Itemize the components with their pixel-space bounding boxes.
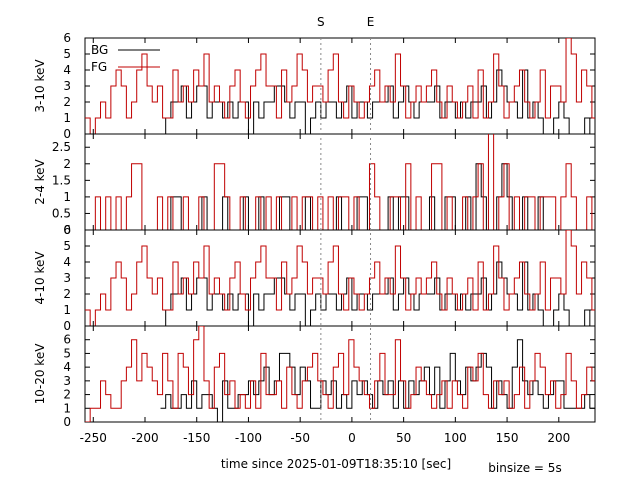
y-axis-label: 3-10 keV	[33, 59, 47, 113]
y-tick-label: 2.5	[52, 140, 71, 154]
panel-1: 0 1 2 3 4 5 6 3-10 keV	[33, 31, 596, 141]
y-tick-label: 5	[63, 47, 71, 61]
y-tick-label: 0	[63, 223, 71, 237]
panel-frame	[84, 325, 596, 423]
series-bg-line	[160, 261, 595, 326]
y-tick-label: 3	[63, 79, 71, 93]
y-tick-label: 2	[63, 95, 71, 109]
x-tick-label: 0	[348, 431, 356, 445]
y-tick-label: 1	[63, 190, 71, 204]
y-tick-label: 1	[63, 111, 71, 125]
y-tick-label: 2	[63, 388, 71, 402]
y-tick-label: 4	[63, 360, 71, 374]
y-tick-label: 2	[63, 157, 71, 171]
x-tick-label: 200	[547, 431, 570, 445]
y-tick-label: 6	[63, 31, 71, 45]
y-tick-label: 0	[63, 415, 71, 429]
legend: BG FG	[91, 43, 160, 74]
y-tick-label: 4	[63, 63, 71, 77]
y-tick-label: 6	[63, 223, 71, 237]
x-tick-label: -250	[80, 431, 107, 445]
marker-label-e: E	[367, 15, 375, 29]
y-tick-label: 0.5	[52, 206, 71, 220]
x-axis-label: time since 2025-01-09T18:35:10 [sec]	[221, 457, 451, 471]
series-fg-line	[85, 230, 595, 326]
y-axis-label: 4-10 keV	[33, 251, 47, 305]
x-tick-label: -50	[290, 431, 310, 445]
series-bg-line	[160, 339, 595, 422]
marker-label-s: S	[317, 15, 325, 29]
y-tick-label: 6	[63, 333, 71, 347]
y-tick-label: 1	[63, 303, 71, 317]
y-tick-label: 2	[63, 287, 71, 301]
y-axis-label: 2-4 keV	[33, 158, 47, 204]
x-tick-label: -100	[235, 431, 262, 445]
legend-label-fg: FG	[91, 60, 107, 74]
y-tick-label: 1	[63, 401, 71, 415]
y-tick-label: 3	[63, 374, 71, 388]
y-tick-label: 0	[63, 319, 71, 333]
series-fg-line	[85, 326, 595, 422]
y-tick-label: 5	[63, 346, 71, 360]
y-tick-label: 3	[63, 271, 71, 285]
y-tick-label: 5	[63, 239, 71, 253]
x-axis: -250 -200 -150 -100 -50 0 50 100 150 200	[80, 38, 570, 445]
panel-frame	[84, 133, 596, 231]
x-tick-label: 50	[396, 431, 411, 445]
y-axis-label: 10-20 keV	[33, 343, 47, 405]
panel-2: 0 0.5 1 1.5 2 2.5 2-4 keV	[33, 133, 596, 237]
x-tick-label: 150	[496, 431, 519, 445]
y-tick-label: 4	[63, 255, 71, 269]
series-fg-line	[85, 38, 595, 134]
x-tick-label: -200	[131, 431, 158, 445]
y-tick-label: 1.5	[52, 173, 71, 187]
legend-label-bg: BG	[91, 43, 108, 57]
y-tick-label: 0	[63, 127, 71, 141]
panel-3: 0 1 2 3 4 5 6 4-10 keV	[33, 223, 596, 333]
binsize-label: binsize = 5s	[488, 461, 561, 475]
series-fg-line	[85, 134, 595, 230]
series-bg-line	[160, 163, 595, 230]
series-bg-line	[160, 69, 595, 134]
x-tick-label: -150	[183, 431, 210, 445]
x-tick-label: 100	[444, 431, 467, 445]
